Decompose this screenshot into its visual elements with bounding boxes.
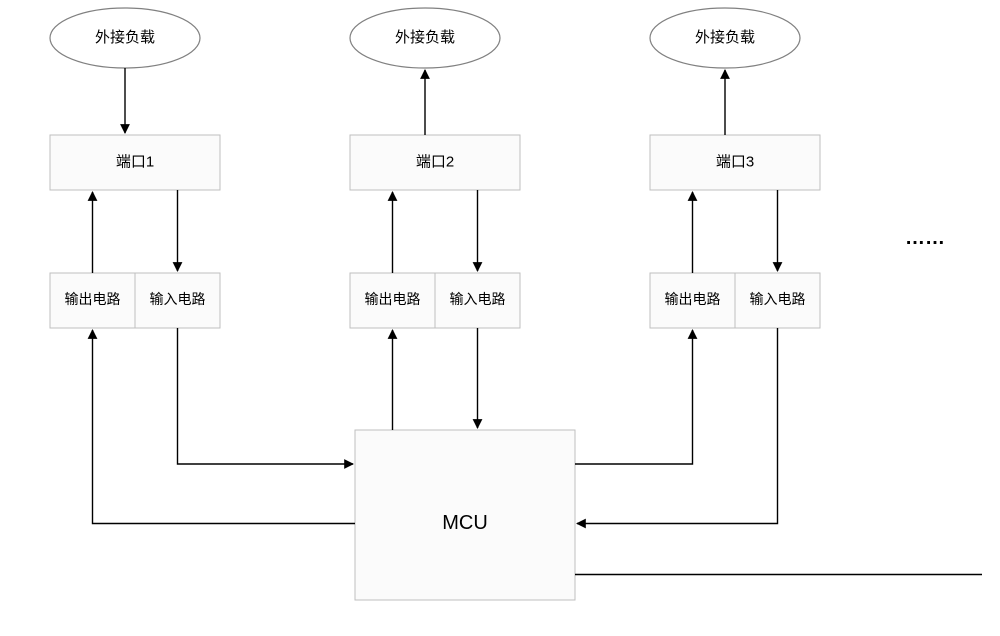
load-2-label: 外接负载 — [395, 29, 455, 46]
arrow-in3-mcu — [577, 328, 778, 524]
arrow-in1-mcu — [178, 328, 354, 464]
out-2-label: 输出电路 — [365, 291, 421, 307]
port-1-label: 端口1 — [116, 153, 154, 170]
ellipsis: …… — [905, 227, 945, 249]
in-3-label: 输入电路 — [750, 291, 806, 307]
block-diagram: 外接负载端口1 输出电路 输入电路 外接负载端口2 输出电路 输入电路 外接负载端口3 输出电… — [0, 0, 1000, 636]
in-2-label: 输入电路 — [450, 291, 506, 307]
port-2-label: 端口2 — [416, 153, 454, 170]
out-3-label: 输出电路 — [665, 291, 721, 307]
mcu-label: MCU — [442, 512, 488, 534]
out-1-label: 输出电路 — [65, 291, 121, 307]
port-3-label: 端口3 — [716, 153, 754, 170]
arrow-mcu-out1 — [93, 330, 356, 524]
load-1-label: 外接负载 — [95, 29, 155, 46]
in-1-label: 输入电路 — [150, 291, 206, 307]
load-3-label: 外接负载 — [695, 29, 755, 46]
arrow-mcu-out3 — [575, 330, 693, 464]
